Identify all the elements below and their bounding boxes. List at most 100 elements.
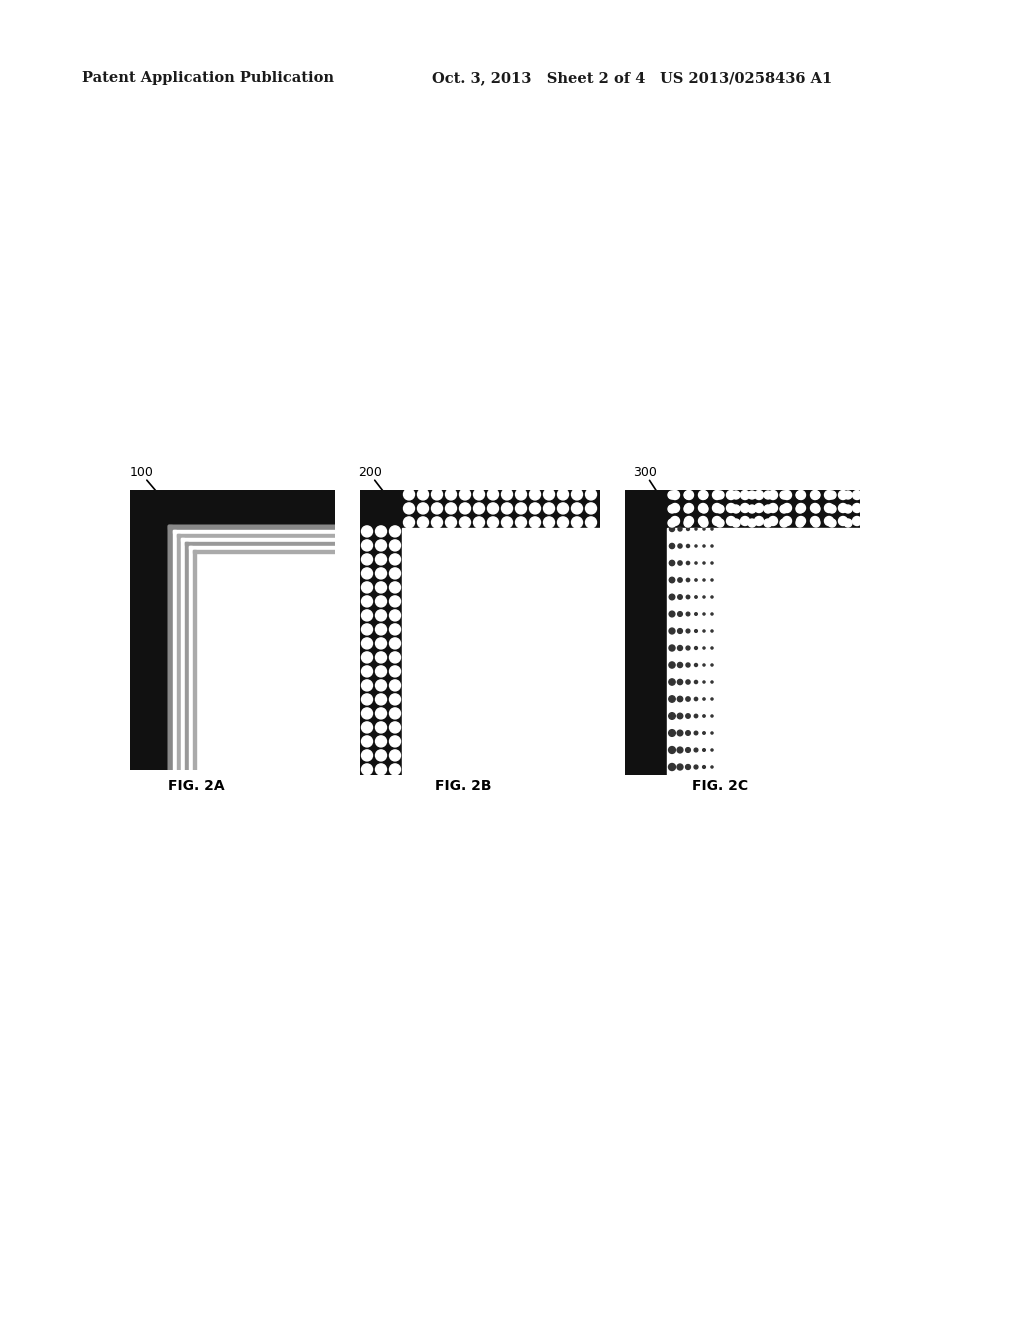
Bar (181, 539, 335, 541)
Circle shape (669, 645, 675, 651)
Circle shape (668, 519, 676, 527)
Circle shape (361, 764, 373, 775)
Circle shape (678, 561, 682, 565)
Bar (177, 535, 180, 770)
Circle shape (557, 488, 568, 500)
Circle shape (755, 491, 764, 499)
Circle shape (671, 516, 680, 525)
Circle shape (764, 491, 772, 499)
Circle shape (716, 506, 724, 513)
Circle shape (668, 506, 676, 513)
Circle shape (389, 708, 400, 719)
Circle shape (711, 528, 713, 531)
Text: 200: 200 (358, 466, 382, 479)
Circle shape (361, 540, 373, 550)
Circle shape (732, 519, 740, 527)
Circle shape (711, 664, 713, 667)
Circle shape (748, 506, 756, 513)
Circle shape (702, 698, 706, 700)
Circle shape (473, 517, 484, 528)
Circle shape (700, 506, 708, 513)
Circle shape (828, 491, 836, 499)
Circle shape (586, 488, 597, 500)
Circle shape (677, 680, 683, 685)
Circle shape (389, 525, 400, 537)
Text: FIG. 2B: FIG. 2B (435, 779, 492, 793)
FancyBboxPatch shape (348, 478, 612, 787)
Circle shape (732, 506, 740, 513)
Circle shape (797, 491, 806, 499)
Circle shape (686, 544, 689, 548)
Circle shape (812, 506, 820, 513)
Circle shape (812, 519, 820, 527)
Circle shape (782, 503, 792, 512)
Text: 113: 113 (248, 578, 269, 587)
Circle shape (389, 638, 400, 649)
Circle shape (812, 491, 820, 499)
Bar (189, 546, 335, 549)
Circle shape (768, 491, 777, 499)
Circle shape (671, 491, 680, 499)
Circle shape (431, 488, 442, 500)
Circle shape (460, 517, 470, 528)
Text: FIG. 2C: FIG. 2C (692, 779, 749, 793)
Circle shape (685, 764, 690, 770)
Bar (189, 546, 193, 770)
Circle shape (361, 582, 373, 593)
Circle shape (768, 516, 777, 525)
Circle shape (389, 665, 400, 677)
Circle shape (686, 731, 690, 735)
Circle shape (669, 611, 675, 616)
Text: 213: 213 (488, 578, 509, 587)
Circle shape (711, 647, 713, 649)
Circle shape (694, 697, 697, 701)
Circle shape (686, 561, 689, 565)
Circle shape (702, 748, 706, 751)
Circle shape (686, 680, 690, 684)
Circle shape (487, 517, 499, 528)
Circle shape (702, 528, 706, 531)
Circle shape (678, 527, 682, 531)
Circle shape (389, 595, 400, 607)
Circle shape (684, 491, 693, 499)
Circle shape (529, 503, 541, 513)
Circle shape (684, 519, 692, 527)
Circle shape (376, 750, 386, 760)
Circle shape (678, 663, 683, 668)
Circle shape (389, 554, 400, 565)
Circle shape (670, 560, 675, 566)
Circle shape (376, 610, 386, 620)
Circle shape (748, 519, 756, 527)
Circle shape (684, 506, 692, 513)
Circle shape (700, 491, 708, 499)
Circle shape (711, 698, 713, 700)
Circle shape (670, 527, 675, 532)
Circle shape (376, 708, 386, 719)
Circle shape (677, 713, 683, 719)
Circle shape (361, 568, 373, 579)
Circle shape (755, 516, 764, 525)
Circle shape (711, 545, 713, 546)
Circle shape (700, 519, 708, 527)
Circle shape (702, 579, 706, 581)
Circle shape (668, 491, 676, 499)
Circle shape (711, 748, 713, 751)
Circle shape (711, 595, 713, 598)
Circle shape (418, 503, 428, 513)
Circle shape (698, 503, 708, 512)
Circle shape (361, 525, 373, 537)
Circle shape (389, 652, 400, 663)
Circle shape (376, 737, 386, 747)
Circle shape (586, 503, 597, 513)
Circle shape (669, 713, 675, 719)
Circle shape (445, 517, 457, 528)
Text: 313: 313 (756, 570, 777, 579)
Circle shape (418, 517, 428, 528)
Circle shape (669, 696, 675, 702)
Bar (177, 535, 335, 537)
Circle shape (389, 694, 400, 705)
Circle shape (702, 612, 706, 615)
Circle shape (853, 491, 861, 499)
Circle shape (502, 503, 512, 513)
Circle shape (361, 624, 373, 635)
